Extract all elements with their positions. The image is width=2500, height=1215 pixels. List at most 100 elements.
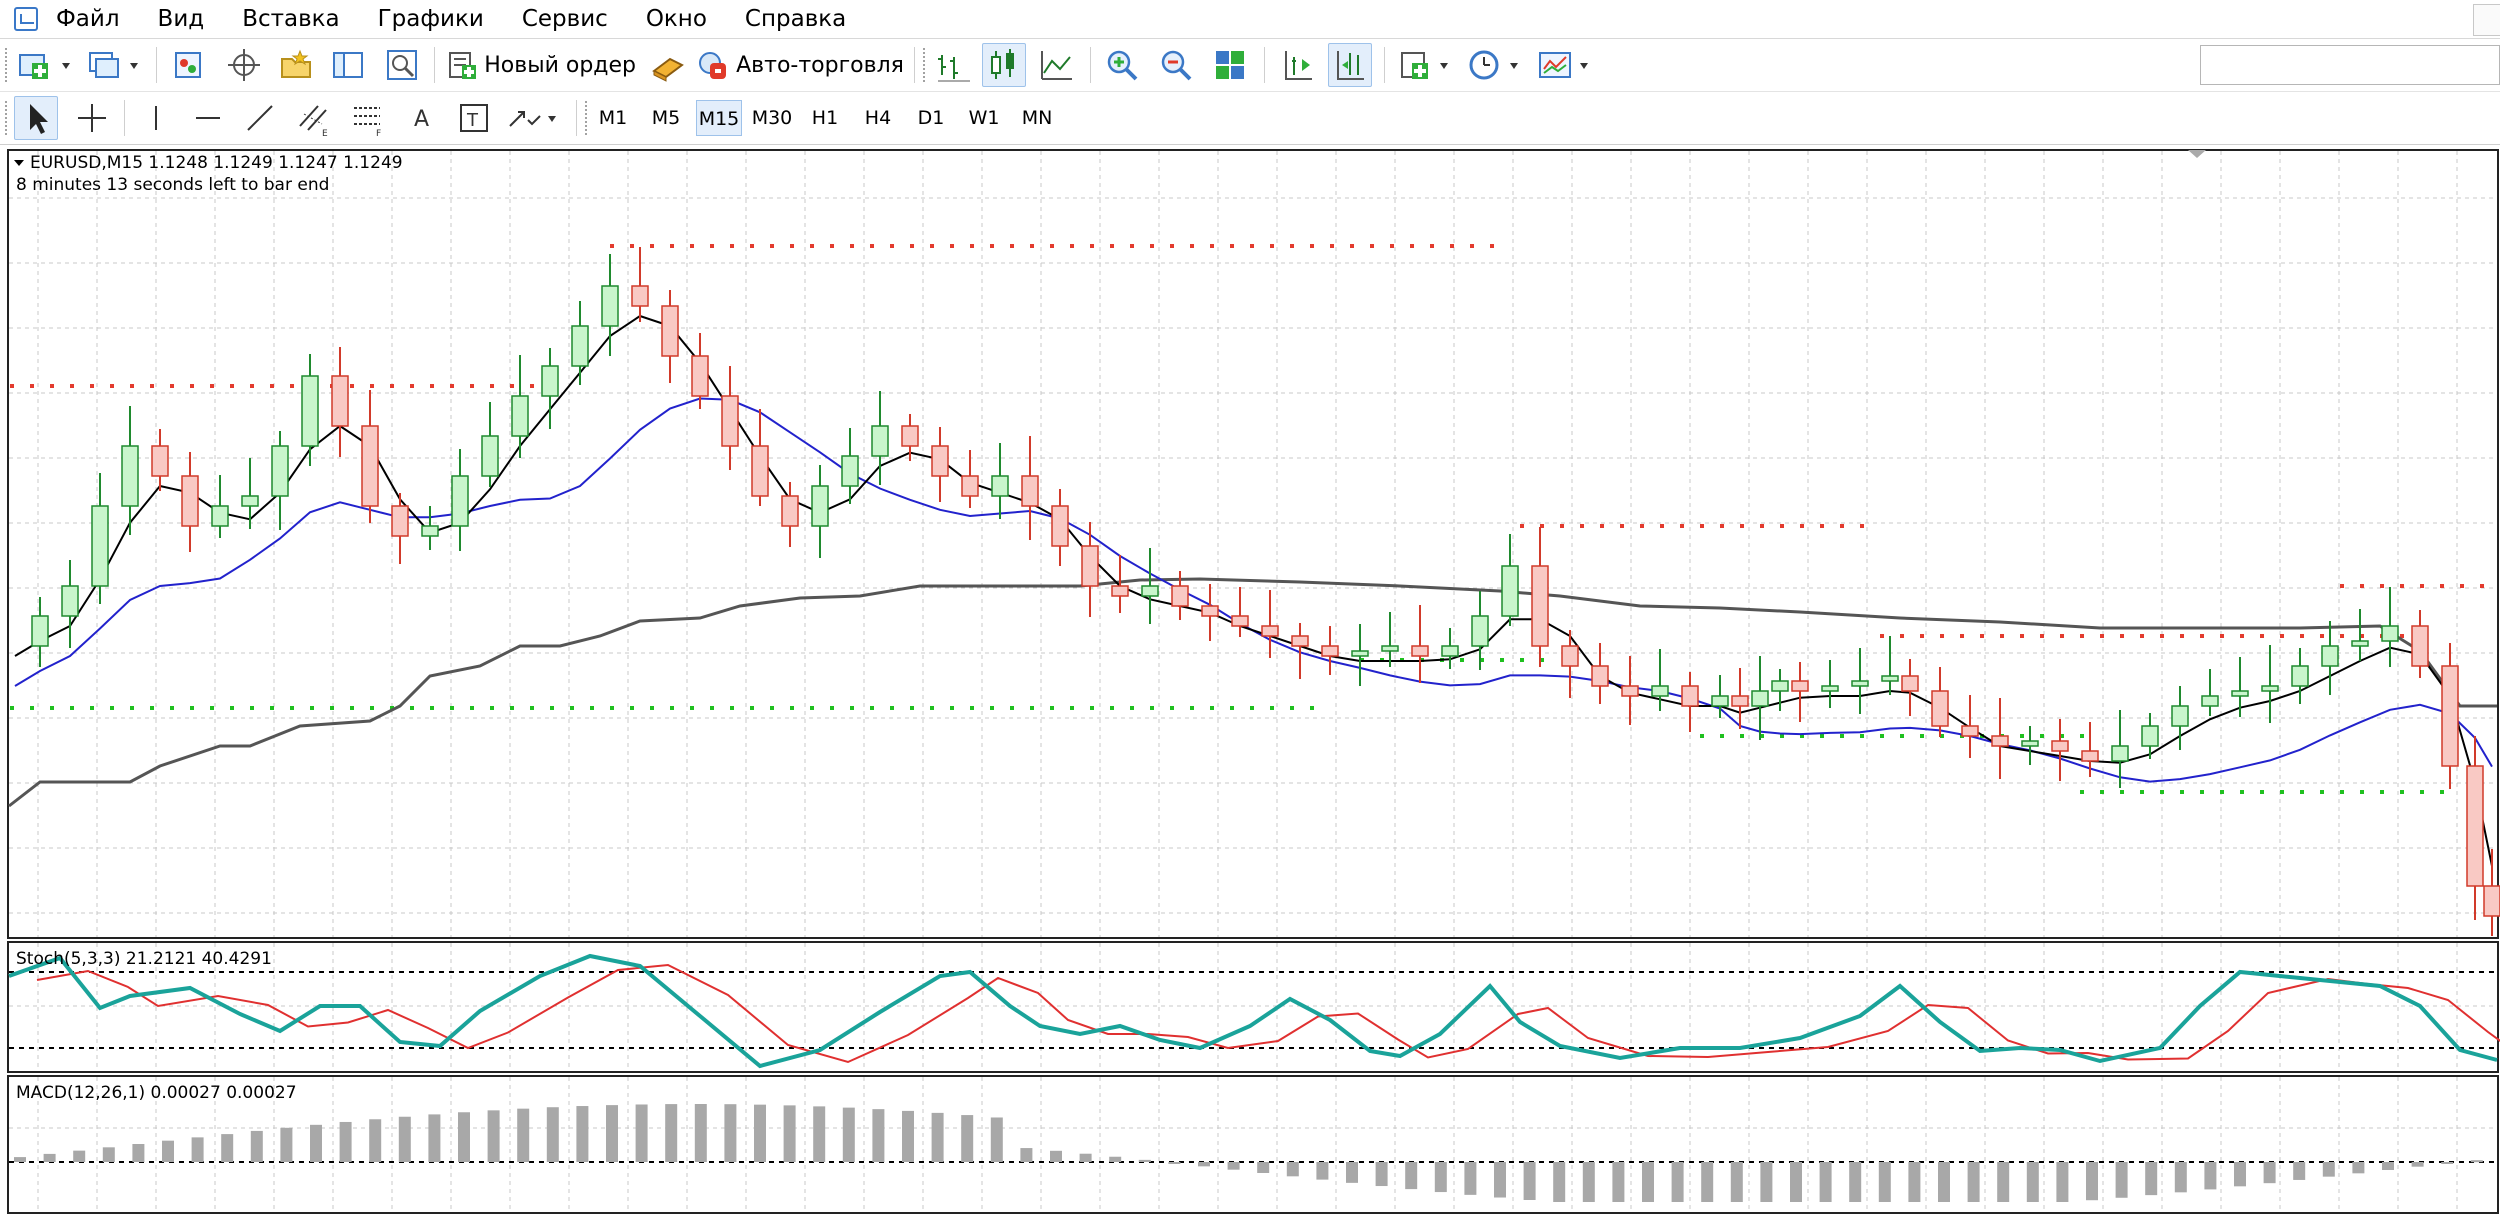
macd-bar — [2263, 1162, 2276, 1184]
fractal-dot — [430, 384, 434, 388]
fractal-dot — [2280, 634, 2284, 638]
fractal-dot — [490, 384, 494, 388]
candle-body — [1441, 645, 1459, 657]
candle-body — [2466, 765, 2484, 887]
candle-body — [2441, 665, 2459, 767]
menu-file[interactable]: Файл — [56, 6, 120, 32]
fractal-dot — [270, 706, 274, 710]
timeframe-m30[interactable]: M30 — [751, 107, 793, 129]
menu-help[interactable]: Справка — [744, 6, 847, 32]
fractal-dot — [1150, 706, 1154, 710]
templates-button[interactable] — [1536, 43, 1596, 87]
bar-chart-button[interactable] — [932, 43, 976, 87]
window-control[interactable] — [2473, 4, 2500, 36]
fractal-dot — [210, 384, 214, 388]
timeframe-m15[interactable]: M15 — [696, 100, 742, 136]
macd-bar — [1257, 1162, 1270, 1174]
equidistant-channel-tool-button[interactable]: E — [292, 96, 336, 140]
collapse-triangle-icon[interactable] — [14, 160, 24, 166]
candlestick-chart-button[interactable] — [982, 43, 1026, 87]
fractal-dot — [1880, 734, 1884, 738]
menu-insert[interactable]: Вставка — [242, 6, 340, 32]
search-input[interactable] — [2200, 45, 2500, 85]
auto-trading-button[interactable]: Авто-торговля — [696, 43, 904, 87]
indicators-icon — [1401, 52, 1448, 79]
fractal-dot — [2040, 734, 2044, 738]
fractal-dot — [2380, 584, 2384, 588]
new-order-button[interactable]: Новый ордер — [446, 43, 636, 87]
toolbar-grip[interactable] — [4, 47, 8, 83]
chart-window[interactable]: EURUSD,M15 1.1248 1.1249 1.1247 1.1249 8… — [0, 146, 2500, 1215]
svg-text:T: T — [466, 110, 479, 131]
navigator-button[interactable] — [274, 43, 318, 87]
zoom-in-button[interactable] — [1100, 43, 1144, 87]
zoom-out-button[interactable] — [1154, 43, 1198, 87]
crosshair-tool-button[interactable] — [70, 96, 114, 140]
fractal-dot — [1450, 244, 1454, 248]
timeframe-w1[interactable]: W1 — [968, 107, 1000, 129]
fractal-dot — [850, 706, 854, 710]
timeframe-mn[interactable]: MN — [1021, 107, 1053, 129]
metaeditor-button[interactable] — [648, 43, 688, 87]
new-chart-button[interactable] — [16, 43, 74, 87]
fractal-dot — [1720, 734, 1724, 738]
line-chart-button[interactable] — [1034, 43, 1078, 87]
candle-body — [1201, 605, 1219, 617]
fibonacci-tool-button[interactable]: F — [346, 96, 390, 140]
macd-bar — [162, 1140, 174, 1162]
market-watch-button[interactable] — [166, 43, 210, 87]
fractal-dot — [650, 706, 654, 710]
menu-view[interactable]: Вид — [157, 6, 205, 32]
trendline-tool-button[interactable] — [238, 96, 282, 140]
fractal-dot — [2300, 634, 2304, 638]
macd-bar — [2056, 1162, 2069, 1202]
tile-windows-button[interactable] — [1208, 43, 1252, 87]
fractal-dot — [750, 244, 754, 248]
menu-charts[interactable]: Графики — [377, 6, 484, 32]
candle-body — [2351, 640, 2369, 647]
fractal-dot — [1560, 524, 1564, 528]
chart-canvas[interactable]: EURUSD,M15 1.1248 1.1249 1.1247 1.1249 8… — [0, 146, 2500, 1215]
arrows-tool-button[interactable] — [504, 96, 564, 140]
profiles-button[interactable] — [84, 43, 144, 87]
fractal-dot — [2140, 790, 2144, 794]
strategy-tester-button[interactable] — [380, 43, 424, 87]
chart-shift-button[interactable] — [1276, 43, 1320, 87]
fractal-dot — [1070, 244, 1074, 248]
candlestick-chart-icon — [991, 49, 1014, 79]
indicators-button[interactable] — [1396, 43, 1456, 87]
timeframe-d1[interactable]: D1 — [917, 107, 945, 129]
timeframe-h1[interactable]: H1 — [811, 107, 839, 129]
fractal-dot — [2340, 634, 2344, 638]
terminal-button[interactable] — [326, 43, 370, 87]
candle-body — [211, 505, 229, 527]
fractal-dot — [2440, 790, 2444, 794]
candle-body — [1621, 685, 1639, 697]
chart-shift-marker-icon[interactable] — [2188, 150, 2206, 158]
periods-button[interactable] — [1466, 43, 1526, 87]
horizontal-line-tool-button[interactable] — [186, 96, 230, 140]
vertical-line-tool-button[interactable] — [134, 96, 178, 140]
fractal-dot — [2120, 634, 2124, 638]
macd-grid — [9, 1077, 2497, 1212]
fractal-dot — [1580, 524, 1584, 528]
symbol-info: EURUSD,M15 1.1248 1.1249 1.1247 1.1249 — [30, 153, 403, 173]
fractal-dot — [670, 706, 674, 710]
macd-bar — [2115, 1162, 2128, 1198]
timeframe-m1[interactable]: M1 — [598, 107, 628, 129]
menu-window[interactable]: Окно — [645, 6, 707, 32]
menu-tools[interactable]: Сервис — [521, 6, 608, 32]
fractal-dot — [130, 706, 134, 710]
candle-body — [1291, 635, 1309, 647]
cursor-tool-button[interactable] — [14, 96, 58, 140]
fractal-dot — [630, 706, 634, 710]
timeframe-m5[interactable]: M5 — [651, 107, 681, 129]
fractal-dot — [1460, 658, 1464, 662]
macd-bar — [1642, 1162, 1654, 1202]
data-window-button[interactable] — [222, 43, 266, 87]
timeframe-h4[interactable]: H4 — [864, 107, 892, 129]
auto-scroll-button[interactable] — [1328, 43, 1372, 87]
text-tool-button[interactable]: A — [400, 96, 444, 140]
text-label-tool-button[interactable]: T — [452, 96, 496, 140]
stochastic-label: Stoch(5,3,3) 21.2121 40.4291 — [16, 949, 272, 969]
